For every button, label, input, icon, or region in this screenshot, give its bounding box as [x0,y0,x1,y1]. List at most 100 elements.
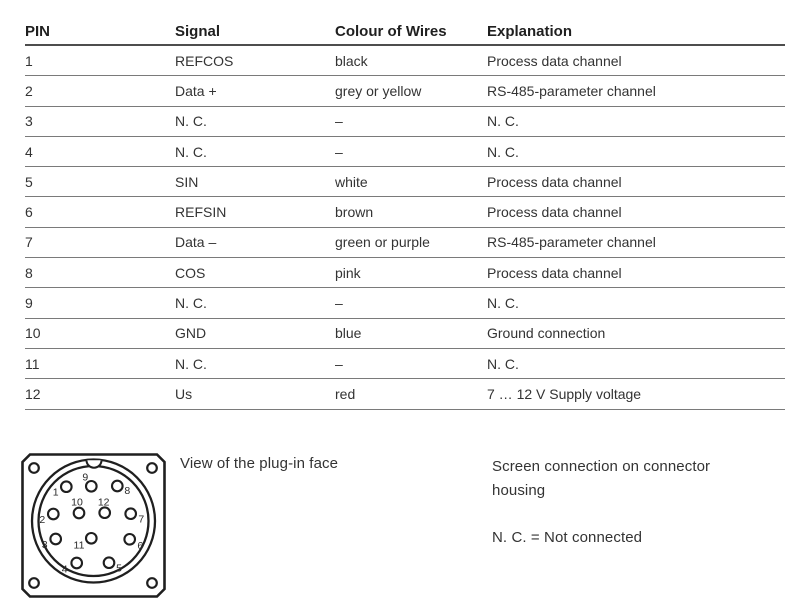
cell-pin: 5 [25,166,175,198]
table-row: 1 REFCOS black Process data channel [25,45,785,77]
cell-pin: 9 [25,287,175,319]
cell-explanation: Process data channel [487,45,785,77]
pin-hole-12 [98,506,112,520]
table-row: 4 N. C. – N. C. [25,136,785,168]
cell-signal: REFSIN [175,196,335,228]
cell-signal: COS [175,257,335,289]
table-row: 10 GND blue Ground connection [25,318,785,349]
pin-label-11: 11 [74,539,85,551]
connector-outer-ring [30,458,157,584]
cell-explanation: N. C. [487,348,785,380]
cell-explanation: Process data channel [487,166,785,198]
pin-label-5: 5 [116,563,122,575]
pin-label-3: 3 [42,539,48,551]
cell-signal: N. C. [175,287,335,319]
cell-colour: pink [335,257,487,289]
header-pin: PIN [25,18,175,46]
pin-hole-4 [70,556,84,570]
pin-table-header: PIN Signal Colour of Wires Explanation [25,18,785,46]
pin-label-10: 10 [71,497,83,509]
pin-hole-11 [84,531,98,545]
cell-pin: 3 [25,106,175,137]
cell-explanation: N. C. [487,287,785,319]
connector-flange [21,453,166,598]
pin-hole-9 [84,479,98,493]
cell-signal: REFCOS [175,45,335,77]
cell-colour: – [335,348,487,380]
cell-pin: 7 [25,227,175,259]
screw-hole-top-left [28,462,40,474]
header-explanation: Explanation [487,18,785,46]
pin-label-8: 8 [124,485,130,497]
cell-colour: – [335,287,487,319]
cell-signal: Data + [175,75,335,107]
note-nc-legend: N. C. = Not connected [492,529,643,546]
cell-pin: 2 [25,75,175,107]
cell-colour: white [335,166,487,198]
cell-explanation: Process data channel [487,196,785,228]
cell-signal: Us [175,378,335,410]
header-colour: Colour of Wires [335,18,487,46]
table-row: 5 SIN white Process data channel [25,166,785,198]
pin-hole-2 [46,507,60,521]
pin-table: PIN Signal Colour of Wires Explanation 1… [25,18,785,410]
pin-label-9: 9 [82,472,88,484]
cell-pin: 10 [25,318,175,349]
pin-hole-10 [72,506,86,520]
table-row: 6 REFSIN brown Process data channel [25,196,785,228]
pin-label-7: 7 [138,513,144,525]
pin-hole-6 [123,532,137,546]
cell-signal: SIN [175,166,335,198]
pin-hole-5 [102,556,116,570]
pin-label-6: 6 [137,540,143,552]
cell-pin: 11 [25,348,175,380]
table-row: 8 COS pink Process data channel [25,257,785,289]
cell-signal: N. C. [175,348,335,380]
pin-label-2: 2 [39,514,45,526]
cell-signal: GND [175,318,335,349]
table-row: 3 N. C. – N. C. [25,106,785,137]
cell-colour: grey or yellow [335,75,487,107]
cell-signal: N. C. [175,106,335,137]
cell-colour: black [335,45,487,77]
table-row: 7 Data – green or purple RS-485-parameter c… [25,227,785,259]
cell-signal: Data – [175,227,335,259]
header-row: PIN Signal Colour of Wires Explanation [25,18,785,46]
table-row: 12 Us red 7 … 12 V Supply voltage [25,378,785,410]
cell-colour: brown [335,196,487,228]
pin-assignment-table: PIN Signal Colour of Wires Explanation 1… [25,18,785,410]
pin-label-4: 4 [62,563,68,575]
screw-hole-bottom-left [28,577,40,589]
cell-pin: 8 [25,257,175,289]
pin-hole-7 [124,507,138,521]
cell-signal: N. C. [175,136,335,168]
note-screen-connection: Screen connection on connector housing [492,458,711,499]
pin-label-1: 1 [53,487,59,499]
screw-hole-top-right [146,462,158,474]
pin-hole-8 [110,479,124,493]
cell-explanation: RS-485-parameter channel [487,75,785,107]
cell-explanation: N. C. [487,106,785,137]
header-signal: Signal [175,18,335,46]
cell-colour: – [335,136,487,168]
diagram-caption: View of the plug-in face [180,455,339,472]
cell-explanation: RS-485-parameter channel [487,227,785,259]
cell-colour: – [335,106,487,137]
table-row: 2 Data + grey or yellow RS-485-parameter ch… [25,75,785,107]
cell-explanation: Process data channel [487,257,785,289]
table-row: 11 N. C. – N. C. [25,348,785,380]
cell-pin: 6 [25,196,175,228]
pin-table-body: 1 REFCOS black Process data channel 2 Data + g… [25,45,785,410]
cell-colour: red [335,378,487,410]
cell-pin: 12 [25,378,175,410]
cell-explanation: N. C. [487,136,785,168]
cell-explanation: 7 … 12 V Supply voltage [487,378,785,410]
pin-hole-3 [49,532,63,546]
table-row: 9 N. C. – N. C. [25,287,785,319]
notes-block: Screen connection on connector housing N… [492,455,757,550]
cell-colour: green or purple [335,227,487,259]
cell-pin: 1 [25,45,175,77]
screw-hole-bottom-right [146,577,158,589]
